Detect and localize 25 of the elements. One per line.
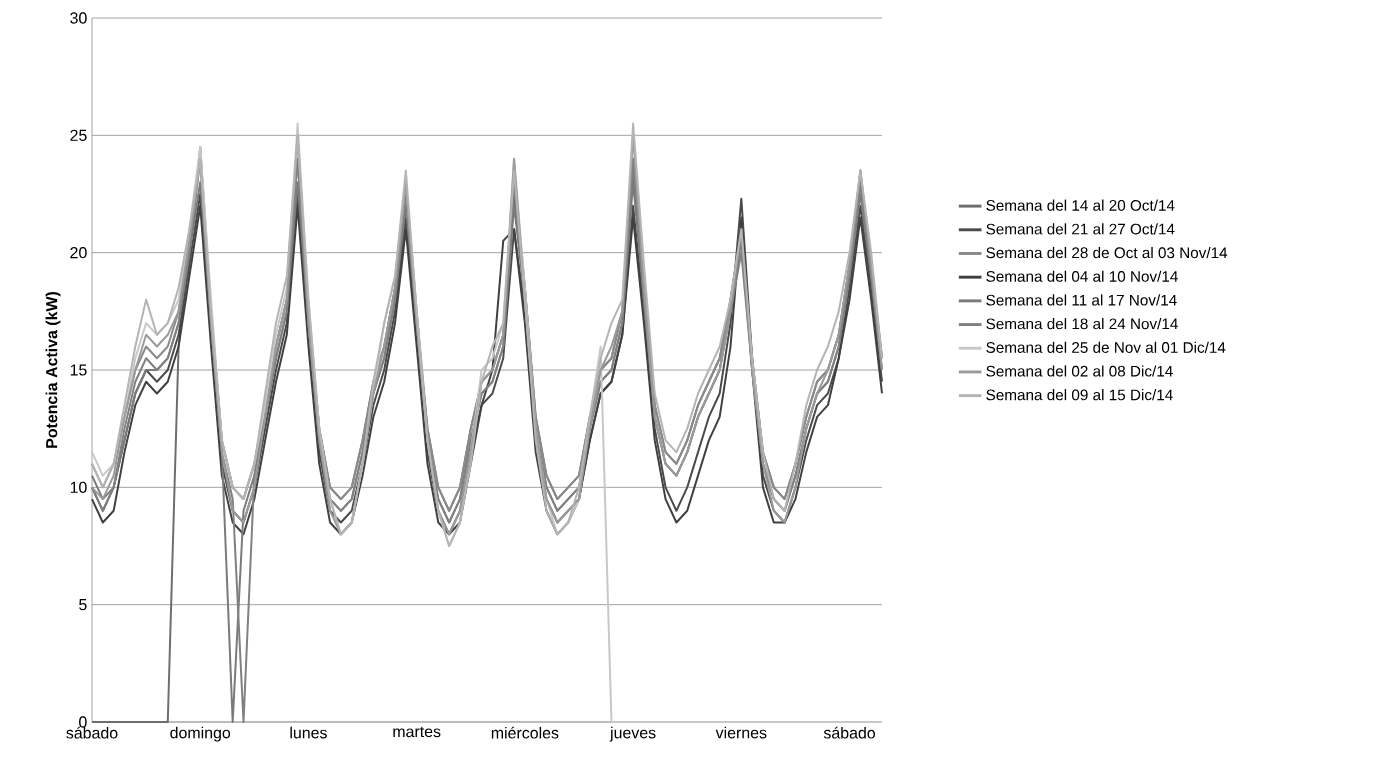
y-tick-label: 5 xyxy=(79,599,87,611)
y-tick-label: 25 xyxy=(70,129,87,141)
legend-label: Semana del 21 al 27 Oct/14 xyxy=(986,223,1175,235)
legend-label: Semana del 25 de Nov al 01 Dic/14 xyxy=(986,341,1226,353)
legend-label: Semana del 11 al 17 Nov/14 xyxy=(986,294,1177,306)
legend-label: Semana del 28 de Oct al 03 Nov/14 xyxy=(986,246,1228,259)
x-tick-label: lunes xyxy=(290,726,327,739)
x-tick-label: sábado xyxy=(823,726,876,739)
legend-label: Semana del 02 al 08 Dic/14 xyxy=(986,365,1173,377)
x-tick-label: domingo xyxy=(170,726,231,742)
legend-label: Semana del 04 al 10 Nov/14 xyxy=(986,270,1178,282)
y-tick-label: 10 xyxy=(70,481,87,493)
x-tick-label: sábado xyxy=(66,726,118,739)
x-tick-label: viernes xyxy=(715,726,767,739)
legend-label: Semana del 14 al 20 Oct/14 xyxy=(986,199,1175,211)
x-tick-label: jueves xyxy=(609,726,656,742)
y-tick-label: 20 xyxy=(70,247,87,259)
x-tick-label: martes xyxy=(393,726,441,738)
legend-label: Semana del 18 al 24 Nov/14 xyxy=(986,318,1178,330)
x-tick-label: miércoles xyxy=(491,726,559,739)
y-tick-label: 30 xyxy=(70,12,87,24)
y-axis-title: Potencia Activa (kW) xyxy=(45,291,61,448)
y-tick-label: 0 xyxy=(79,716,87,728)
legend-label: Semana del 09 al 15 Dic/14 xyxy=(986,389,1173,401)
y-tick-label: 15 xyxy=(70,364,87,376)
